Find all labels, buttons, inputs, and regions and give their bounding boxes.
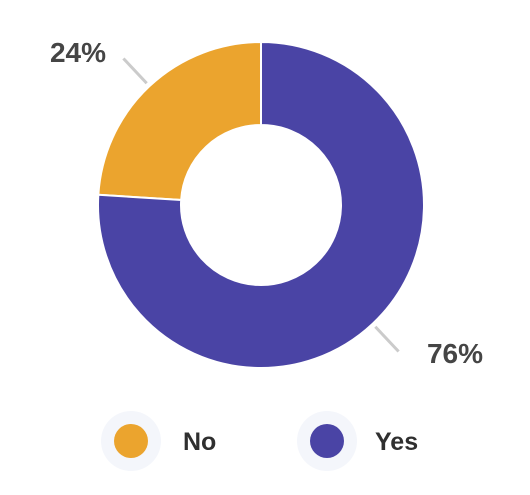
- slice-no[interactable]: [97, 40, 262, 202]
- legend-item-yes[interactable]: Yes: [297, 411, 418, 471]
- slice-yes[interactable]: [97, 40, 425, 369]
- legend-marker-no: [114, 424, 148, 458]
- leader-line-no: [122, 57, 148, 85]
- legend-label-no: No: [183, 428, 216, 456]
- legend-marker-yes: [310, 424, 344, 458]
- leader-lines: [122, 57, 400, 353]
- data-label-yes: 76%: [427, 338, 483, 369]
- legend-item-no[interactable]: No: [101, 411, 216, 471]
- donut-slices: [97, 40, 425, 369]
- leader-line-yes: [374, 325, 400, 353]
- legend-label-yes: Yes: [375, 428, 418, 456]
- data-label-no: 24%: [50, 37, 106, 68]
- legend: No Yes: [101, 411, 418, 471]
